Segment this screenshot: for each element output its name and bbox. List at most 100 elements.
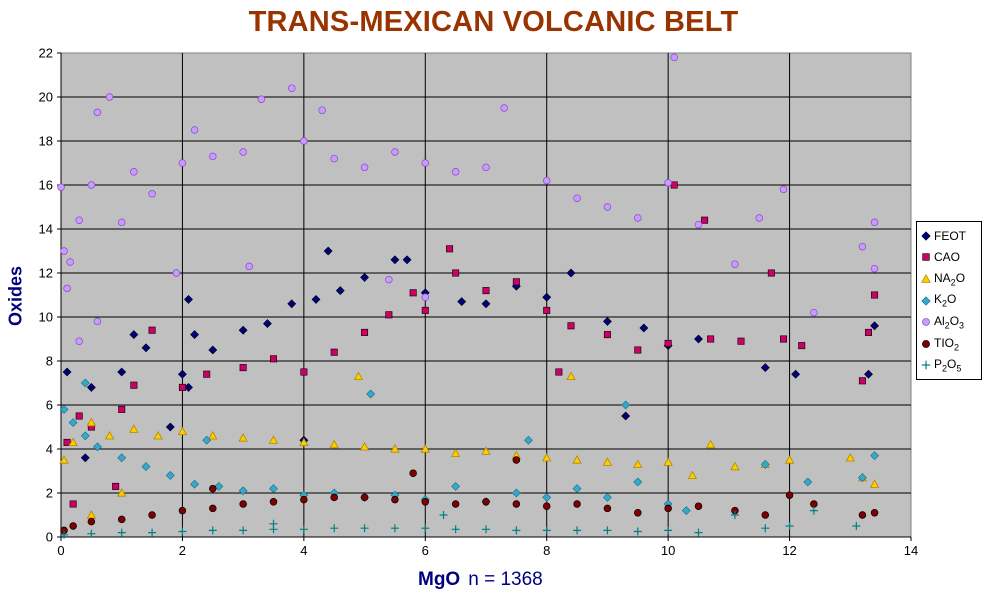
data-point-al2o3 — [209, 152, 217, 161]
data-point-k2o — [681, 506, 691, 516]
data-point-cao — [452, 269, 460, 277]
data-point-na2o — [329, 439, 339, 449]
data-point-al2o3 — [870, 218, 879, 227]
y-tick-label: 6 — [46, 398, 53, 413]
data-point-feot — [238, 325, 248, 335]
x-axis-label: MgO n = 1368 — [418, 569, 543, 591]
data-points — [57, 53, 880, 539]
data-point-tio2 — [694, 502, 703, 510]
data-point-tio2 — [330, 493, 338, 502]
data-point-k2o — [542, 492, 552, 502]
x-tick-label: 0 — [57, 543, 64, 558]
data-point-na2o — [153, 430, 163, 440]
data-point-na2o — [390, 444, 400, 453]
data-point-al2o3 — [75, 216, 83, 224]
data-point-al2o3 — [63, 284, 71, 293]
data-point-cao — [409, 289, 417, 297]
data-point-tio2 — [858, 511, 867, 519]
data-point-k2o — [511, 488, 521, 498]
data-point-k2o — [870, 451, 879, 461]
data-point-al2o3 — [870, 264, 879, 273]
data-point-al2o3 — [239, 148, 247, 156]
data-point-feot — [208, 345, 218, 355]
data-point-cao — [737, 337, 745, 345]
data-point-cao — [330, 348, 338, 356]
legend-label: Al2O3 — [934, 313, 965, 331]
data-point-al2o3 — [670, 53, 678, 62]
data-point-k2o — [633, 477, 643, 487]
data-point-k2o — [80, 431, 90, 441]
data-point-na2o — [268, 435, 279, 444]
x-tick-label: 2 — [179, 543, 186, 558]
legend-marker-cao — [922, 253, 930, 262]
plot-area — [60, 52, 912, 538]
data-point-feot — [184, 294, 193, 304]
legend-item-cao: CAO — [920, 247, 981, 269]
data-point-na2o — [845, 452, 855, 462]
data-point-na2o — [420, 444, 430, 453]
data-point-feot — [360, 272, 369, 282]
data-point-feot — [263, 319, 272, 329]
data-point-al2o3 — [190, 126, 199, 134]
data-point-k2o — [760, 459, 770, 469]
data-point-k2o — [190, 479, 199, 489]
data-point-tio2 — [117, 515, 126, 524]
data-point-feot — [639, 323, 649, 333]
data-point-na2o — [572, 455, 582, 464]
data-point-cao — [178, 383, 186, 391]
x-tick-label: 12 — [782, 543, 796, 558]
legend-marker-feot — [921, 231, 931, 241]
data-point-feot — [323, 246, 333, 256]
data-point-na2o — [359, 441, 370, 451]
data-point-p2o5 — [542, 526, 551, 535]
legend-item-al2o3: Al2O3 — [920, 311, 981, 333]
data-point-k2o — [238, 486, 248, 496]
data-point-p2o5 — [439, 511, 448, 519]
data-point-al2o3 — [178, 159, 187, 167]
data-point-p2o5 — [390, 524, 399, 533]
data-point-al2o3 — [60, 247, 68, 255]
data-point-na2o — [177, 426, 188, 436]
data-point-cao — [670, 181, 678, 189]
data-point-feot — [390, 255, 400, 265]
data-point-na2o — [869, 479, 880, 488]
data-point-tio2 — [810, 500, 818, 508]
data-point-cao — [239, 364, 247, 372]
data-point-feot — [542, 292, 552, 302]
data-point-al2o3 — [500, 104, 508, 112]
data-point-p2o5 — [512, 526, 521, 535]
x-tick-label: 10 — [661, 543, 675, 558]
data-point-tio2 — [664, 504, 672, 513]
data-point-cao — [664, 339, 672, 347]
data-point-k2o — [165, 470, 175, 480]
data-point-na2o — [687, 470, 698, 480]
data-point-cao — [603, 331, 611, 339]
data-point-p2o5 — [451, 525, 460, 534]
legend: FEOT CAO NA2O K2O Al2O3 TIO2 P2O5 — [916, 221, 982, 380]
data-point-feot — [80, 453, 90, 463]
series-p2o5 — [60, 506, 861, 539]
data-point-feot — [603, 316, 612, 326]
legend-item-na2o: NA2O — [920, 268, 981, 290]
data-point-tio2 — [209, 504, 217, 513]
data-point-p2o5 — [60, 530, 69, 539]
data-point-al2o3 — [105, 93, 114, 101]
data-point-k2o — [603, 492, 612, 502]
data-point-feot — [178, 369, 187, 379]
data-point-cao — [858, 377, 866, 385]
legend-label: P2O5 — [934, 357, 962, 374]
data-point-tio2 — [512, 456, 521, 464]
legend-label: TIO2 — [934, 335, 960, 352]
legend-item-feot: FEOT — [920, 225, 981, 247]
data-point-feot — [165, 422, 175, 432]
data-point-p2o5 — [117, 528, 126, 537]
data-point-feot — [117, 367, 127, 377]
series-na2o — [59, 371, 880, 519]
x-tick-label: 8 — [543, 543, 550, 558]
data-point-cao — [63, 438, 71, 446]
y-tick-label: 8 — [46, 354, 53, 369]
data-point-al2o3 — [75, 337, 83, 345]
data-point-p2o5 — [421, 524, 430, 533]
data-point-cao — [798, 342, 806, 350]
